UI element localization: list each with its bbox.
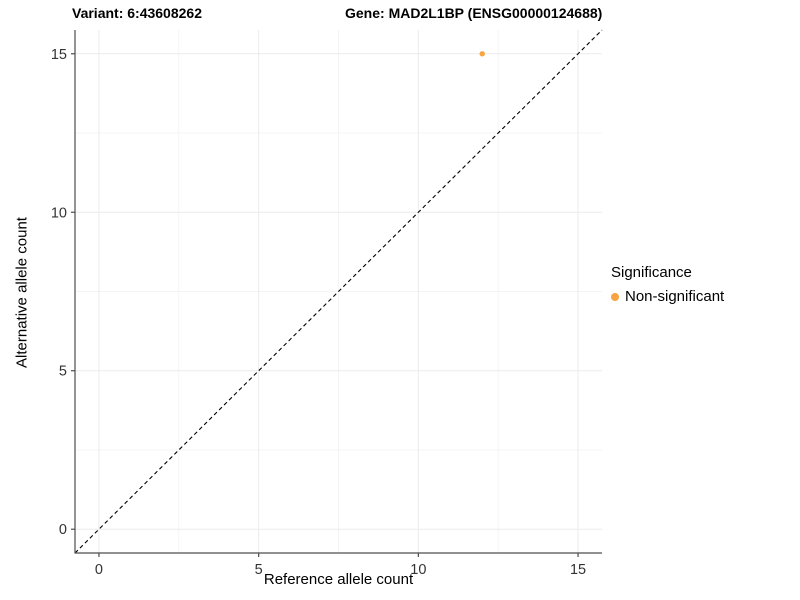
y-tick-label: 15 (51, 47, 67, 63)
y-axis-title: Alternative allele count (13, 217, 31, 368)
x-tick-label: 10 (410, 562, 426, 578)
legend-item-label: Non-significant (625, 288, 725, 305)
identity-reference-line (74, 29, 603, 554)
y-tick-label: 5 (59, 364, 67, 380)
y-tick-label: 10 (51, 205, 67, 221)
y-tick-label: 0 (59, 522, 67, 538)
x-axis-title: Reference allele count (263, 571, 414, 588)
variant-title: Variant: 6:43608262 (72, 5, 202, 21)
x-tick-label: 5 (255, 562, 263, 578)
data-point (479, 51, 485, 57)
x-tick-label: 15 (570, 562, 586, 578)
x-tick-label: 0 (95, 562, 103, 578)
legend-point-icon (611, 292, 619, 301)
legend-item: Non-significant (611, 288, 724, 305)
legend: Significance Non-significant (611, 264, 724, 305)
gene-title: Gene: MAD2L1BP (ENSG00000124688) (345, 5, 603, 21)
legend-title: Significance (611, 264, 692, 281)
